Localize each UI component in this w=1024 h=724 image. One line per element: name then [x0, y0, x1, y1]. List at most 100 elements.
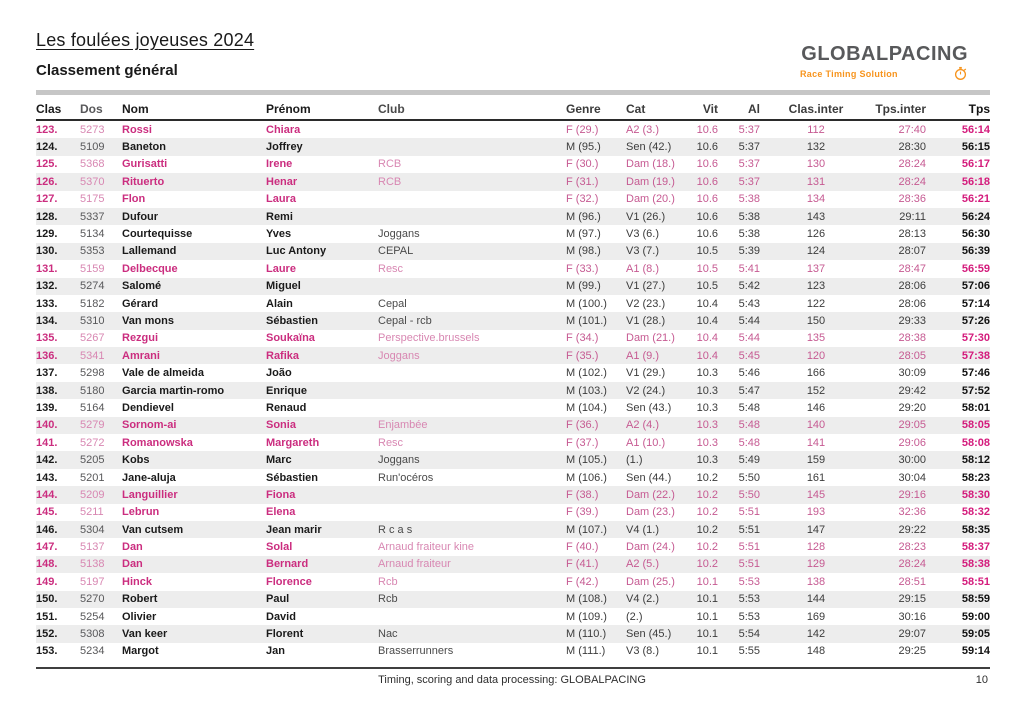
col-header-genre: Genre: [566, 101, 601, 116]
cell-clas: 123.: [36, 123, 58, 136]
cell-dos: 5368: [80, 158, 105, 171]
cell-al: 5:42: [738, 280, 760, 293]
cell-genre: F (37.): [566, 436, 599, 449]
cell-prenom: Elena: [266, 506, 296, 519]
cell-clas-inter: 193: [806, 506, 826, 519]
cell-tps-inter: 29:42: [898, 384, 926, 397]
table-row: 130. 5353 Lallemand Luc Antony CEPAL M (98.) V…: [36, 242, 990, 261]
cell-nom: Van mons: [122, 314, 174, 327]
cell-club: Arnaud fraiteur kine: [378, 541, 474, 554]
cell-nom: Jane-aluja: [122, 471, 176, 484]
col-header-nom: Nom: [122, 101, 149, 116]
cell-al: 5:43: [738, 297, 760, 310]
cell-genre: F (33.): [566, 262, 599, 275]
cell-dos: 5134: [80, 228, 105, 241]
cell-prenom: Jan: [266, 645, 285, 658]
cell-dos: 5337: [80, 210, 105, 223]
cell-nom: Baneton: [122, 141, 166, 154]
cell-genre: F (41.): [566, 558, 599, 571]
cell-al: 5:54: [738, 628, 760, 641]
cell-genre: M (111.): [566, 645, 606, 658]
footer-divider: [36, 667, 990, 669]
cell-tps: 57:14: [961, 297, 990, 310]
cell-al: 5:46: [738, 367, 760, 380]
cell-cat: Dam (19.): [626, 175, 675, 188]
table-row: 151. 5254 Olivier David M (109.) (2.) 10.1 5:53…: [36, 608, 990, 625]
table-row: 124. 5109 Baneton Joffrey M (95.) Sen (42.) 10…: [36, 138, 990, 156]
cell-vit: 10.3: [696, 401, 718, 414]
col-header-al: Al: [748, 101, 760, 116]
cell-tps: 58:51: [961, 575, 990, 588]
cell-dos: 5197: [80, 575, 105, 588]
cell-clas-inter: 124: [806, 245, 826, 258]
cell-club: Arnaud fraiteur: [378, 558, 451, 571]
cell-vit: 10.5: [696, 280, 718, 293]
cell-clas: 153.: [36, 645, 58, 658]
cell-prenom: Florence: [266, 575, 312, 588]
cell-clas: 137.: [36, 367, 58, 380]
cell-tps: 58:05: [961, 419, 990, 432]
cell-genre: M (96.): [566, 210, 601, 223]
cell-clas-inter: 129: [806, 558, 826, 571]
table-header-row: Clas Dos Nom Prénom Club Genre Cat Vit A…: [36, 98, 990, 121]
cell-clas-inter: 148: [806, 645, 826, 658]
cell-vit: 10.5: [696, 245, 718, 258]
cell-cat: V4 (2.): [626, 593, 660, 606]
cell-tps-inter: 29:22: [898, 523, 926, 536]
cell-cat: Dam (18.): [626, 158, 675, 171]
cell-prenom: Laura: [266, 193, 296, 206]
cell-tps: 57:26: [961, 314, 990, 327]
cell-tps-inter: 28:51: [898, 575, 926, 588]
cell-clas-inter: 130: [806, 158, 826, 171]
cell-prenom: Chiara: [266, 123, 301, 136]
col-header-clas: Clas: [36, 101, 62, 116]
cell-clas: 150.: [36, 593, 58, 606]
table-row: 137. 5298 Vale de almeida João M (102.) V1 (2…: [36, 364, 990, 381]
cell-tps-inter: 32:36: [898, 506, 926, 519]
cell-tps-inter: 28:13: [898, 228, 926, 241]
cell-vit: 10.6: [696, 228, 718, 241]
cell-tps: 56:21: [961, 193, 990, 206]
cell-clas: 143.: [36, 471, 58, 484]
cell-cat: Dam (20.): [626, 193, 675, 206]
cell-genre: F (29.): [566, 123, 599, 136]
cell-clas-inter: 112: [807, 123, 825, 136]
col-header-prenom: Prénom: [266, 101, 311, 116]
col-header-clas-inter: Clas.inter: [788, 101, 844, 116]
table-row: 141. 5272 Romanowska Margareth Resc F (37.) A1…: [36, 434, 990, 451]
cell-tps: 56:59: [961, 262, 990, 275]
cell-nom: Rituerto: [122, 175, 165, 188]
cell-genre: F (35.): [566, 349, 599, 362]
cell-prenom: Paul: [266, 593, 290, 606]
cell-vit: 10.1: [696, 628, 718, 641]
cell-cat: A2 (4.): [626, 419, 660, 432]
cell-clas: 139.: [36, 401, 58, 414]
cell-cat: V1 (27.): [626, 280, 666, 293]
cell-vit: 10.1: [696, 593, 718, 606]
cell-clas-inter: 135: [806, 332, 826, 345]
cell-al: 5:48: [738, 419, 760, 432]
col-header-club: Club: [378, 101, 405, 116]
cell-vit: 10.2: [696, 471, 718, 484]
cell-clas: 141.: [36, 436, 58, 449]
cell-club: Joggans: [378, 228, 420, 241]
cell-dos: 5109: [80, 141, 105, 154]
cell-clas: 140.: [36, 419, 58, 432]
cell-tps: 57:30: [961, 332, 990, 345]
table-row: 134. 5310 Van mons Sébastien Cepal - rcb M (1…: [36, 312, 990, 330]
cell-cat: Sen (43.): [626, 401, 672, 414]
cell-vit: 10.3: [696, 384, 718, 397]
results-table: Clas Dos Nom Prénom Club Genre Cat Vit A…: [36, 98, 990, 660]
table-row: 145. 5211 Lebrun Elena F (39.) Dam (23.) 10.2 5…: [36, 504, 990, 521]
table-row: 131. 5159 Delbecque Laure Resc F (33.) A1 (8.)…: [36, 260, 990, 277]
cell-dos: 5304: [80, 523, 105, 536]
cell-club: Rcb: [378, 593, 398, 606]
cell-cat: A1 (8.): [626, 262, 660, 275]
cell-tps: 58:59: [961, 593, 990, 606]
cell-genre: F (42.): [566, 575, 599, 588]
cell-genre: M (100.): [566, 297, 607, 310]
table-row: 150. 5270 Robert Paul Rcb M (108.) V4 (2.) 10.1…: [36, 590, 990, 608]
cell-tps-inter: 29:16: [898, 488, 926, 501]
cell-prenom: Enrique: [266, 384, 307, 397]
cell-vit: 10.6: [696, 158, 718, 171]
